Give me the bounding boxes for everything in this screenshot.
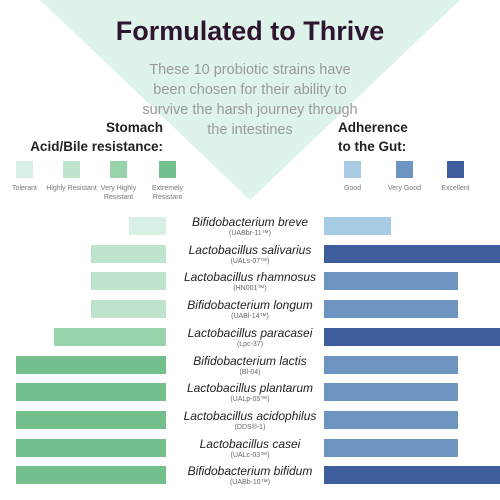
adherence-bar bbox=[324, 410, 458, 429]
strain-code: (Lpc-37) bbox=[236, 340, 264, 348]
adherence-swatch-label: Good bbox=[343, 185, 362, 192]
adherence-bar bbox=[324, 217, 391, 235]
page-subtitle: These 10 probiotic strains have been cho… bbox=[142, 62, 358, 138]
adherence-bar bbox=[324, 355, 458, 374]
strain-code: (HN001™) bbox=[233, 285, 267, 293]
adherence-bar bbox=[324, 383, 458, 402]
strain-name: Bifidobacterium lactis bbox=[193, 353, 307, 368]
resistance-swatch-3 bbox=[110, 161, 127, 178]
resistance-legend-title-line1: Stomach bbox=[105, 120, 163, 135]
strain-code: (UABb-10™) bbox=[229, 479, 271, 487]
adherence-legend-title-line2: to the Gut: bbox=[338, 139, 407, 154]
resistance-bar bbox=[53, 327, 166, 346]
resistance-swatch-label: Extremely Resistant bbox=[151, 185, 184, 201]
resistance-bar bbox=[16, 355, 166, 374]
resistance-legend-title-line2: Acid/Bile resistance: bbox=[30, 139, 163, 154]
adherence-swatch-label: Very Good bbox=[387, 185, 422, 192]
strain-name: Bifidobacterium longum bbox=[187, 298, 313, 313]
resistance-swatch-1 bbox=[16, 161, 33, 178]
adherence-swatch-1 bbox=[344, 161, 361, 178]
adherence-bar bbox=[324, 438, 458, 457]
strain-name: Lactobacillus acidophilus bbox=[183, 408, 317, 423]
resistance-swatch-4 bbox=[159, 161, 176, 178]
strain-code: (DDS®-1) bbox=[234, 423, 266, 431]
resistance-swatch-label: Highly Resistant bbox=[46, 185, 97, 192]
strain-code: (UALp-05™) bbox=[230, 396, 270, 404]
resistance-bar bbox=[91, 272, 166, 291]
adherence-swatch-2 bbox=[396, 161, 413, 178]
resistance-bar bbox=[91, 244, 166, 263]
resistance-bar bbox=[16, 438, 166, 457]
adherence-swatch-label: Excellent bbox=[441, 185, 470, 192]
resistance-swatch-2 bbox=[63, 161, 80, 178]
resistance-swatch-label: Tolerant bbox=[12, 185, 37, 192]
adherence-bar bbox=[324, 272, 458, 291]
resistance-bar bbox=[128, 217, 166, 235]
strain-code: (UALc-03™) bbox=[230, 451, 270, 459]
strain-name: Bifidobacterium bifidum bbox=[187, 464, 313, 479]
adherence-bar bbox=[324, 466, 500, 485]
adherence-bar bbox=[324, 327, 500, 346]
strain-name: Lactobacillus plantarum bbox=[186, 381, 314, 396]
strain-code: (Bl-04) bbox=[239, 368, 261, 376]
strain-name: Lactobacillus salivarius bbox=[188, 242, 312, 257]
strain-name: Lactobacillus paracasei bbox=[187, 325, 313, 340]
resistance-bar bbox=[91, 300, 166, 319]
strain-name: Lactobacillus rhamnosus bbox=[183, 270, 317, 285]
resistance-bar bbox=[16, 410, 166, 429]
resistance-legend-title: Stomach Acid/Bile resistance: bbox=[0, 118, 163, 156]
page-title: Formulated to Thrive bbox=[115, 16, 385, 46]
strain-name: Lactobacillus casei bbox=[199, 436, 301, 451]
resistance-bar bbox=[16, 466, 166, 485]
resistance-swatch-label: Very Highly Resistant bbox=[100, 185, 137, 201]
adherence-legend-title-line1: Adherence bbox=[338, 120, 408, 135]
adherence-bar bbox=[324, 300, 458, 319]
strain-code: (UABbr-11™) bbox=[229, 230, 271, 237]
strain-code: (UALs-07™) bbox=[230, 257, 270, 265]
adherence-swatch-3 bbox=[447, 161, 464, 178]
strain-name: Bifidobacterium breve bbox=[191, 215, 309, 229]
strain-code: (UABl-14™) bbox=[231, 313, 269, 321]
adherence-bar bbox=[324, 244, 500, 263]
resistance-bar bbox=[16, 383, 166, 402]
adherence-legend-title: Adherence to the Gut: bbox=[338, 118, 458, 156]
